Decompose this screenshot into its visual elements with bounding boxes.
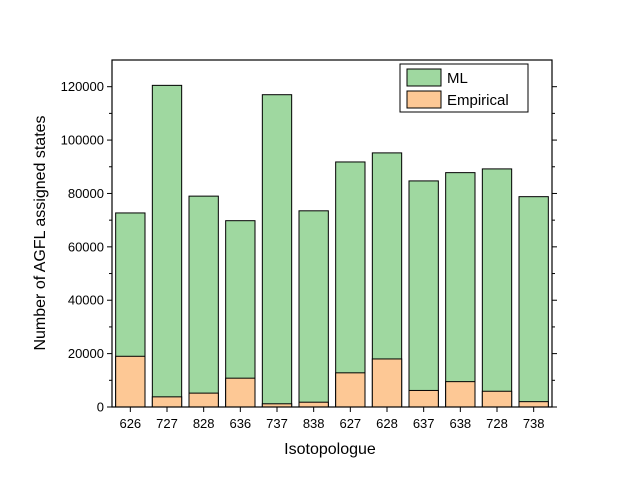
y-tick-label-100000: 100000 <box>61 133 104 148</box>
bar-ml-727 <box>151 84 183 408</box>
y-tick-label-80000: 80000 <box>68 186 104 201</box>
bar-empirical-828 <box>188 392 219 408</box>
axes-group: 626 727 828 636 737 838 627 628 637 638 728 738 0 200… <box>61 79 557 431</box>
x-tick-label-626: 626 <box>119 416 141 431</box>
y-tick-label-40000: 40000 <box>68 293 104 308</box>
bar-empirical-628 <box>371 358 403 408</box>
legend-swatch-empirical <box>406 90 442 109</box>
bar-ml-637 <box>408 180 439 408</box>
legend-label-ml: ML <box>447 70 468 87</box>
bars-group <box>115 84 549 408</box>
bar-empirical-738 <box>518 401 549 408</box>
x-axis-label: Isotopologue <box>284 441 376 458</box>
x-tick-label-838: 838 <box>303 416 325 431</box>
bar-ml-636 <box>225 220 256 408</box>
bar-ml-638 <box>445 172 476 408</box>
bar-ml-728 <box>481 168 513 408</box>
bar-empirical-638 <box>445 381 476 408</box>
x-tick-label-828: 828 <box>193 416 215 431</box>
plot-frame <box>111 59 553 408</box>
x-tick-label-628: 628 <box>376 416 398 431</box>
bar-empirical-627 <box>335 372 366 408</box>
y-tick-label-20000: 20000 <box>68 346 104 361</box>
bar-ml-737 <box>261 94 293 408</box>
bar-empirical-727 <box>151 396 183 408</box>
legend-swatch-ml <box>406 68 442 87</box>
x-tick-label-738: 738 <box>523 416 545 431</box>
bar-ml-828 <box>188 195 219 408</box>
bar-empirical-626 <box>115 355 146 408</box>
x-tick-label-728: 728 <box>486 416 508 431</box>
bar-ml-838 <box>298 210 329 408</box>
y-tick-label-120000: 120000 <box>61 79 104 94</box>
x-tick-label-737: 737 <box>266 416 288 431</box>
x-tick-label-627: 627 <box>339 416 361 431</box>
bar-ml-738 <box>518 196 549 408</box>
bar-empirical-637 <box>408 389 439 408</box>
bar-ml-627 <box>335 161 366 408</box>
y-axis-label: Number of AGFL assigned states <box>32 115 49 350</box>
x-tick-label-636: 636 <box>229 416 251 431</box>
bar-empirical-838 <box>298 401 329 408</box>
x-tick-label-638: 638 <box>449 416 471 431</box>
bar-empirical-636 <box>225 377 256 408</box>
legend-label-empirical: Empirical <box>447 92 509 109</box>
x-tick-label-637: 637 <box>413 416 435 431</box>
bar-empirical-728 <box>481 390 513 408</box>
y-tick-label-60000: 60000 <box>68 239 104 254</box>
y-tick-label-0: 0 <box>97 400 104 415</box>
x-tick-label-727: 727 <box>156 416 178 431</box>
legend: ML Empirical <box>399 63 529 113</box>
